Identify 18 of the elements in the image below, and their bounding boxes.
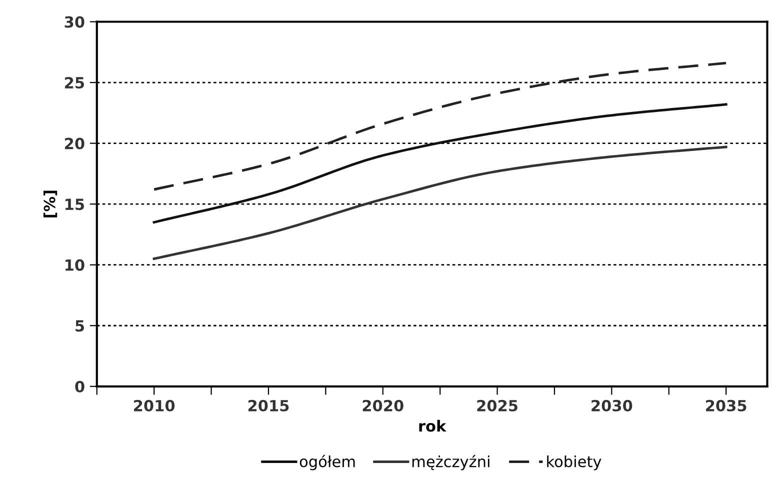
legend-label: kobiety [547,455,602,470]
y-tick-label: 30 [64,16,84,28]
x-tick-label: 2035 [706,400,746,412]
x-axis-title: rok [419,420,446,432]
y-tick-label: 20 [65,138,84,150]
y-axis-title: [%] [43,190,58,218]
y-tick-label: 0 [75,380,84,392]
legend-label: mężczyźni [412,454,490,470]
x-tick-label: 2025 [477,400,518,412]
x-tick-label: 2030 [592,400,632,412]
y-tick-label: 5 [76,320,84,332]
x-tick-label: 2015 [248,400,289,412]
y-tick-label: 25 [65,76,84,89]
x-tick-label: 2020 [362,400,404,412]
y-tick-label: 10 [66,259,84,271]
x-tick-label: 2010 [134,400,175,412]
y-tick-label: 15 [66,198,84,210]
legend-label: ogółem [300,454,355,470]
